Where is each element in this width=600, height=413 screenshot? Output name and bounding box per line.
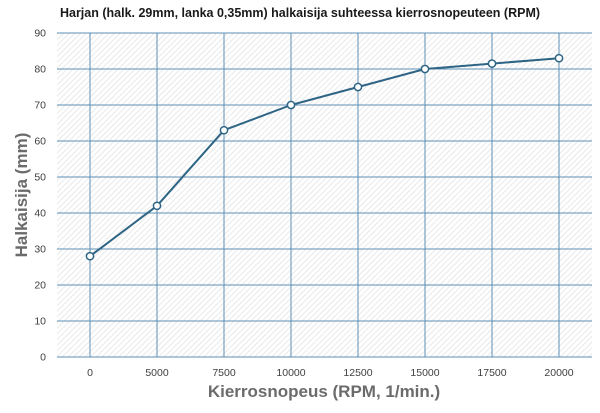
y-tick-label: 30 (34, 244, 46, 256)
data-point (219, 125, 229, 135)
x-tick-label: 20000 (544, 367, 573, 379)
x-tick-label: 17500 (477, 367, 506, 379)
x-tick-label: 5000 (145, 367, 169, 379)
y-tick-label: 40 (34, 208, 46, 220)
chart-title: Harjan (halk. 29mm, lanka 0,35mm) halkai… (60, 6, 540, 20)
x-tick-label: 15000 (410, 367, 439, 379)
y-tick-label: 60 (34, 136, 46, 148)
data-point (353, 82, 363, 92)
y-tick-label: 50 (34, 172, 46, 184)
y-tick-label: 10 (34, 316, 46, 328)
y-tick-label: 20 (34, 280, 46, 292)
x-tick-label: 7500 (212, 367, 236, 379)
y-tick-label: 80 (34, 64, 46, 76)
data-point (152, 201, 162, 211)
x-tick-label: 12500 (343, 367, 372, 379)
y-axis-title: Halkaisija (mm) (12, 133, 31, 258)
data-point (286, 100, 296, 110)
grid (57, 32, 592, 358)
y-tick-label: 90 (34, 28, 46, 40)
data-point (85, 251, 95, 261)
x-axis-title: Kierrosnopeus (RPM, 1/min.) (208, 382, 440, 401)
data-point (554, 53, 564, 63)
tick-labels: 0 10 20 30 40 50 60 70 80 90 0 5000 7500 10000 12500 15… (34, 28, 573, 380)
data-point (420, 64, 430, 74)
y-tick-label: 70 (34, 100, 46, 112)
x-tick-label: 0 (87, 367, 93, 379)
plot-background (57, 33, 592, 357)
data-point (487, 59, 497, 68)
y-tick-label: 0 (40, 352, 46, 364)
x-tick-label: 10000 (276, 367, 305, 379)
series (85, 53, 564, 261)
series-line (89, 57, 560, 257)
